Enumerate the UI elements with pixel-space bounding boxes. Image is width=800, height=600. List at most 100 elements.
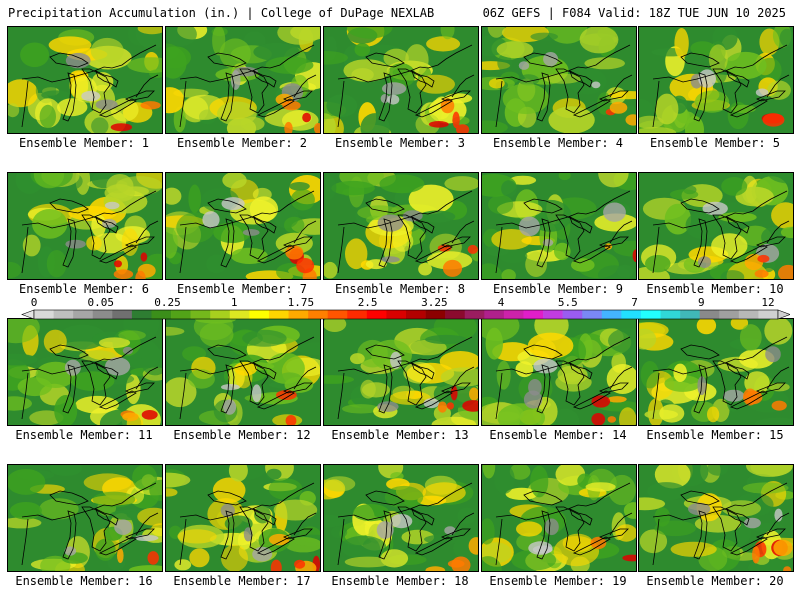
color-scale-swatch [249,310,270,319]
precip-map-image [639,173,793,279]
ensemble-member-map [323,172,479,280]
precip-map-image [639,27,793,133]
color-scale-swatch [562,310,583,319]
scale-tick-label: 1.75 [287,296,315,309]
color-scale-swatch [738,310,759,319]
ensemble-member-map [481,172,637,280]
ensemble-member-label: Ensemble Member: 4 [492,136,624,150]
scale-tick-label: 1 [230,296,238,309]
ensemble-member-map [481,318,637,426]
ensemble-member-map [165,464,321,572]
precip-map-image [166,27,320,133]
precip-map-image [8,173,162,279]
color-scale-swatch [699,310,720,319]
ensemble-member-label: Ensemble Member: 1 [18,136,150,150]
color-scale-swatch [190,310,211,319]
color-scale-swatch [758,310,779,319]
color-scale-swatch [151,310,172,319]
ensemble-member-map [481,464,637,572]
color-scale-swatch [229,310,250,319]
color-scale-swatch [308,310,328,319]
color-scale-swatch [523,310,544,319]
ensemble-member-label: Ensemble Member: 9 [492,282,624,296]
precip-map-image [324,465,478,571]
color-scale-swatch [366,310,387,319]
ensemble-member-map [7,172,163,280]
precip-map-image [482,27,636,133]
product-title: Precipitation Accumulation (in.) | Colle… [8,6,435,20]
ensemble-member-map [323,464,479,572]
ensemble-member-label: Ensemble Member: 14 [489,428,627,442]
color-scale-swatch [601,310,622,319]
scale-tick-label: 0.25 [154,296,181,309]
scale-tick-label: 0 [30,296,38,309]
ensemble-member-map [165,26,321,134]
scale-tick-label: 0.05 [87,296,114,309]
color-scale-swatch [640,310,661,319]
precip-map-image [8,465,162,571]
precip-map-image [324,173,478,279]
precip-map-image [8,319,162,425]
ensemble-member-label: Ensemble Member: 20 [646,574,784,588]
precip-map-image [639,319,793,425]
color-scale-swatch [73,310,94,319]
color-scale-swatch [543,310,563,319]
color-scale-swatch [464,310,485,319]
ensemble-member-label: Ensemble Member: 7 [176,282,308,296]
precip-color-scale: 0 0.05 0.25 1 1.75 2.5 3.25 4 5.5 7 9 12 [20,296,791,322]
ensemble-member-map [481,26,637,134]
color-scale-swatch [112,310,133,319]
scale-tick-label: 12 [761,296,775,309]
color-scale-swatch [680,310,700,319]
color-scale-swatch [660,310,681,319]
ensemble-member-map [323,26,479,134]
ensemble-member-label: Ensemble Member: 6 [18,282,150,296]
color-scale-swatch [425,310,446,319]
precip-map-image [482,173,636,279]
ensemble-member-map [638,26,794,134]
precip-map-image [324,27,478,133]
ensemble-member-label: Ensemble Member: 19 [489,574,627,588]
color-scale-swatch [621,310,642,319]
color-scale-swatch [386,310,407,319]
precip-map-image [166,319,320,425]
color-scale-swatch [171,310,191,319]
ensemble-member-label: Ensemble Member: 15 [646,428,784,442]
color-scale-swatch [34,310,54,319]
ensemble-member-label: Ensemble Member: 13 [331,428,469,442]
ensemble-member-label: Ensemble Member: 3 [334,136,466,150]
ensemble-member-label: Ensemble Member: 11 [15,428,153,442]
ensemble-member-map [7,26,163,134]
ensemble-member-label: Ensemble Member: 5 [649,136,781,150]
ensemble-member-label: Ensemble Member: 17 [173,574,311,588]
color-scale-swatch [582,310,603,319]
scale-tick-label: 7 [631,296,638,309]
color-scale-swatch [210,310,231,319]
scale-tick-label: 5.5 [557,296,578,309]
scale-max-arrow [777,309,791,320]
ensemble-member-map [165,318,321,426]
color-scale-swatch [268,310,289,319]
color-scale-swatch [503,310,524,319]
color-scale-swatch [445,310,466,319]
color-scale-swatch [53,310,74,319]
color-scale-swatch [131,310,152,319]
ensemble-member-label: Ensemble Member: 16 [15,574,153,588]
ensemble-member-map [7,318,163,426]
precip-map-image [8,27,162,133]
ensemble-member-label: Ensemble Member: 12 [173,428,311,442]
color-scale-swatch [347,310,368,319]
precip-map-image [482,465,636,571]
scale-tick-label: 2.5 [357,296,378,309]
color-scale-swatch [406,310,426,319]
precip-map-image [166,465,320,571]
color-scale-swatch [484,310,505,319]
color-scale-swatch [327,310,348,319]
precip-map-image [324,319,478,425]
precip-map-image [482,319,636,425]
color-scale-swatch [92,310,113,319]
ensemble-member-label: Ensemble Member: 8 [334,282,466,296]
model-run-info: 06Z GEFS | F084 Valid: 18Z TUE JUN 10 20… [482,6,786,20]
ensemble-member-map [638,464,794,572]
